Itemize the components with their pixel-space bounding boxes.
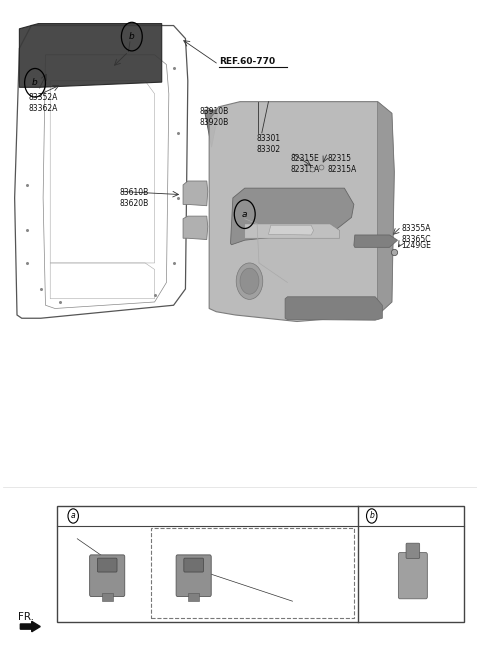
Bar xyxy=(102,592,113,601)
FancyBboxPatch shape xyxy=(406,543,420,558)
Text: b: b xyxy=(369,512,374,520)
Polygon shape xyxy=(183,216,208,239)
Text: H83912: H83912 xyxy=(377,509,409,518)
Polygon shape xyxy=(209,102,394,321)
FancyBboxPatch shape xyxy=(90,555,125,596)
Text: a: a xyxy=(242,210,248,218)
Polygon shape xyxy=(230,188,354,245)
Polygon shape xyxy=(268,225,313,235)
Polygon shape xyxy=(285,297,383,320)
Text: 93581F: 93581F xyxy=(67,529,96,538)
Text: b: b xyxy=(129,32,135,41)
Text: a: a xyxy=(71,512,75,520)
FancyBboxPatch shape xyxy=(176,555,211,596)
Circle shape xyxy=(236,263,263,299)
Text: (W/SEAT WARMER): (W/SEAT WARMER) xyxy=(155,529,229,538)
Text: 93581F: 93581F xyxy=(293,602,322,611)
Text: FR.: FR. xyxy=(18,612,34,622)
Polygon shape xyxy=(245,224,340,238)
Text: 82315
82315A: 82315 82315A xyxy=(328,154,357,174)
Text: 83301
83302: 83301 83302 xyxy=(257,134,281,154)
FancyBboxPatch shape xyxy=(184,558,204,572)
Text: 1249GE: 1249GE xyxy=(401,241,431,251)
Text: 83355A
83365C: 83355A 83365C xyxy=(401,224,431,244)
Polygon shape xyxy=(378,102,394,315)
FancyBboxPatch shape xyxy=(398,552,427,599)
Circle shape xyxy=(240,268,259,294)
Bar xyxy=(57,506,465,622)
FancyArrow shape xyxy=(20,621,40,632)
Text: 82315E
82315A: 82315E 82315A xyxy=(291,154,320,174)
Text: 83352A
83362A: 83352A 83362A xyxy=(29,92,58,113)
FancyBboxPatch shape xyxy=(97,558,117,572)
Bar xyxy=(151,528,354,618)
Text: REF.60-770: REF.60-770 xyxy=(219,57,275,66)
Polygon shape xyxy=(183,181,208,206)
Text: b: b xyxy=(32,78,38,87)
Text: 83910B
83920B: 83910B 83920B xyxy=(200,107,229,127)
Polygon shape xyxy=(204,110,219,147)
Bar xyxy=(188,592,199,601)
Text: 83610B
83620B: 83610B 83620B xyxy=(119,188,148,208)
Polygon shape xyxy=(19,24,162,87)
Polygon shape xyxy=(354,235,397,247)
